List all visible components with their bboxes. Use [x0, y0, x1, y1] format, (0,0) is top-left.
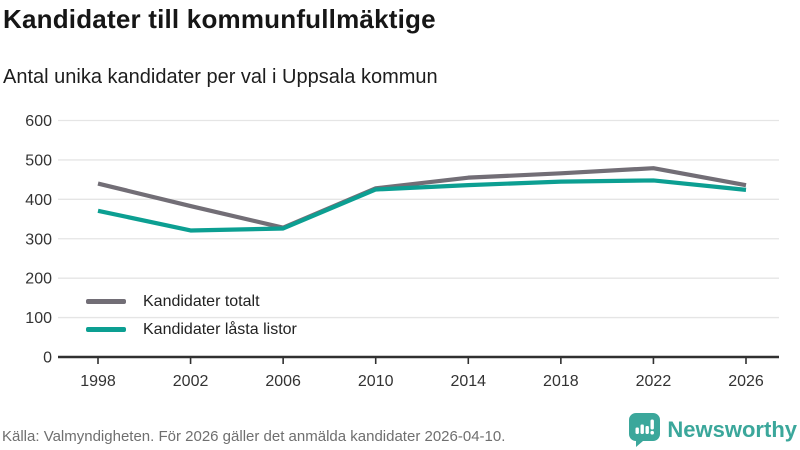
y-axis-tick-label: 0	[43, 350, 52, 367]
newsworthy-icon	[629, 413, 661, 447]
y-axis-tick-label: 300	[25, 231, 52, 248]
y-axis-tick-label: 400	[25, 192, 52, 209]
x-axis-tick-label: 2022	[636, 373, 672, 390]
source-note: Källa: Valmyndigheten. För 2026 gäller d…	[2, 428, 506, 445]
y-axis-tick-label: 600	[25, 113, 52, 130]
y-axis-tick-label: 100	[25, 310, 52, 327]
legend: Kandidater totalt Kandidater låsta listo…	[86, 289, 297, 342]
legend-swatch-locked-lists	[86, 327, 126, 332]
y-axis-tick-label: 500	[25, 152, 52, 169]
line-chart: 0 100 200 300 400 500 600 1998 2002 2006 2010 2014 2…	[25, 113, 779, 390]
newsworthy-wordmark: Newsworthy	[667, 417, 797, 442]
series-line-0	[97, 166, 747, 230]
legend-item-locked-lists: Kandidater låsta listor	[86, 317, 297, 342]
x-axis-tick-label: 2026	[728, 373, 764, 390]
legend-label-locked-lists: Kandidater låsta listor	[143, 320, 297, 338]
chart-subtitle: Antal unika kandidater per val i Uppsala…	[3, 66, 438, 88]
legend-label-total: Kandidater totalt	[143, 292, 260, 310]
chart-title: Kandidater till kommunfullmäktige	[3, 4, 436, 34]
legend-swatch-total	[86, 299, 126, 304]
x-axis-tick-label: 1998	[80, 373, 116, 390]
x-axis-tick-label: 2010	[358, 373, 394, 390]
series-line-1	[97, 178, 747, 233]
x-axis-tick-label: 2014	[450, 373, 486, 390]
newsworthy-logo[interactable]: Newsworthy	[629, 413, 797, 447]
x-axis-tick-label: 2006	[265, 373, 301, 390]
x-axis-tick-label: 2018	[543, 373, 579, 390]
legend-item-total: Kandidater totalt	[86, 289, 297, 314]
x-axis-tick-label: 2002	[173, 373, 209, 390]
y-axis-tick-label: 200	[25, 271, 52, 288]
